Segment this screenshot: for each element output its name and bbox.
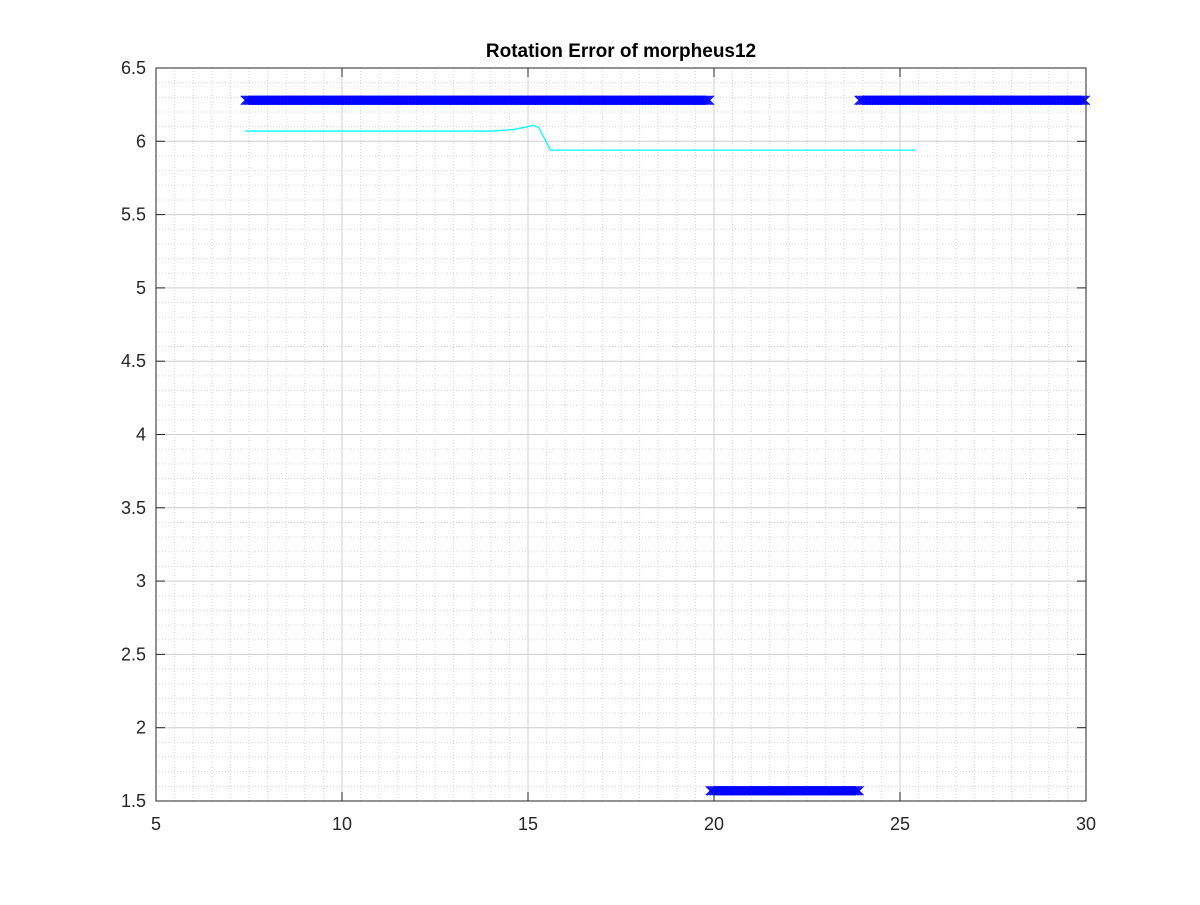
y-tick-label: 3.5 (121, 498, 146, 518)
rotation-error-marker (704, 95, 715, 106)
x-tick-label: 20 (704, 814, 724, 834)
y-tick-label: 5 (136, 278, 146, 298)
rotation-error-marker (1077, 95, 1088, 106)
y-tick-label: 1.5 (121, 791, 146, 811)
ticks (155, 67, 1087, 802)
y-tick-label: 3 (136, 571, 146, 591)
y-tick-label: 6.5 (121, 58, 146, 78)
x-tick-label: 15 (518, 814, 538, 834)
rotation-error-marker (1080, 95, 1091, 106)
rotation-error-lower (705, 785, 864, 796)
y-tick-label: 2.5 (121, 644, 146, 664)
rotation-error-upper-2 (854, 95, 1091, 106)
rotation-error-marker (849, 785, 860, 796)
rotation-error-marker (1075, 95, 1086, 106)
y-tick-label: 2 (136, 718, 146, 738)
x-tick-label: 30 (1076, 814, 1096, 834)
rotation-error-marker (854, 785, 864, 796)
tick-labels: 5 10 15 20 25 30 1.5 2 2.5 3 3.5 4 4.5 5 5.5 6 6.5 (121, 58, 1096, 834)
x-tick-label: 10 (332, 814, 352, 834)
x-tick-label: 5 (151, 814, 161, 834)
series-layer (240, 95, 1091, 796)
y-tick-label: 5.5 (121, 205, 146, 225)
rotation-error-marker (700, 95, 710, 106)
rotation-error-upper (240, 95, 715, 106)
rotation-error-marker (851, 785, 861, 796)
y-tick-label: 4 (136, 425, 146, 445)
rotation-error-marker (852, 785, 863, 796)
major-grid (155, 67, 1087, 802)
x-tick-label: 25 (890, 814, 910, 834)
rotation-error-marker (1078, 95, 1089, 106)
chart-title: Rotation Error of morpheus12 (486, 41, 756, 62)
y-tick-label: 4.5 (121, 351, 146, 371)
rotation-error-marker (703, 95, 713, 106)
y-tick-label: 6 (136, 131, 146, 151)
filtered-rotation-line (245, 124, 915, 151)
rotation-error-marker (701, 95, 712, 106)
filtered-rotation (245, 124, 915, 151)
